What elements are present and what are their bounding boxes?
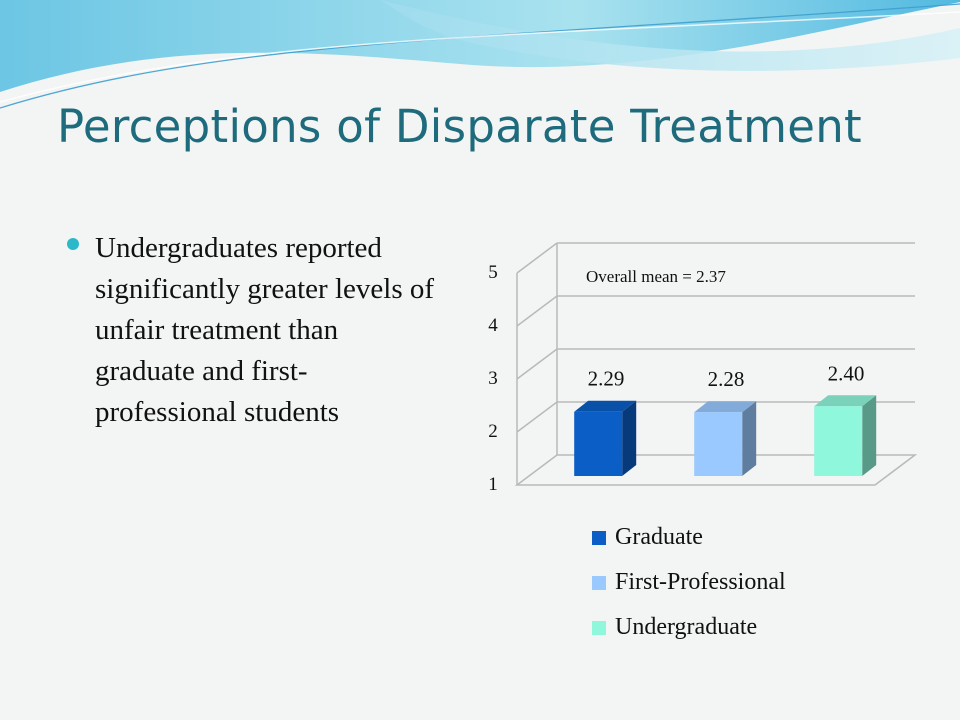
y-tick-label: 2 [488, 421, 498, 442]
y-tick-label: 1 [488, 474, 498, 495]
gridline-diagonal [516, 401, 558, 433]
gridline-diagonal [516, 348, 558, 380]
bar-side [622, 400, 637, 476]
bar-chart: 1 2 3 4 5 2.29 2.28 2.40 Overall mean = 2.37 [488, 242, 918, 495]
bar-side [862, 395, 877, 476]
legend-item: First-Professional [592, 560, 786, 605]
bar-top [574, 400, 637, 412]
gridline-diagonal [516, 295, 558, 327]
gridline-diagonal [516, 242, 558, 274]
bar-first-professional [694, 401, 757, 476]
data-label: 2.40 [828, 361, 865, 385]
y-tick-label: 3 [488, 368, 498, 389]
bar-top [694, 401, 757, 413]
legend-label: Undergraduate [615, 614, 758, 640]
data-label: 2.28 [708, 367, 745, 391]
chart-floor [514, 454, 918, 486]
bullet-list: Undergraduates reported significantly gr… [62, 228, 442, 433]
bar-undergraduate [814, 395, 877, 476]
legend-label: First-Professional [615, 569, 786, 595]
bar-front [814, 406, 863, 476]
y-tick-label: 4 [488, 315, 498, 336]
legend-swatch [592, 575, 606, 590]
chart-annotation: Overall mean = 2.37 [586, 267, 726, 286]
slide-title: Perceptions of Disparate Treatment [57, 100, 862, 153]
legend-item: Undergraduate [592, 605, 786, 650]
data-label: 2.29 [588, 367, 625, 391]
bar-side [742, 401, 757, 476]
legend-label: Graduate [615, 524, 703, 550]
legend-swatch [592, 620, 606, 635]
bar-front [574, 411, 623, 476]
chart-legend: Graduate First-Professional Undergraduate [592, 515, 786, 650]
y-tick-label: 5 [488, 262, 498, 283]
bullet-dot-icon [67, 238, 79, 250]
legend-swatch [592, 530, 606, 545]
bar-front [694, 412, 743, 476]
bullet-item: Undergraduates reported significantly gr… [62, 228, 442, 433]
legend-item: Graduate [592, 515, 786, 560]
bar-graduate [574, 400, 637, 476]
bar-top [814, 395, 877, 407]
bullet-text: Undergraduates reported significantly gr… [95, 232, 435, 428]
